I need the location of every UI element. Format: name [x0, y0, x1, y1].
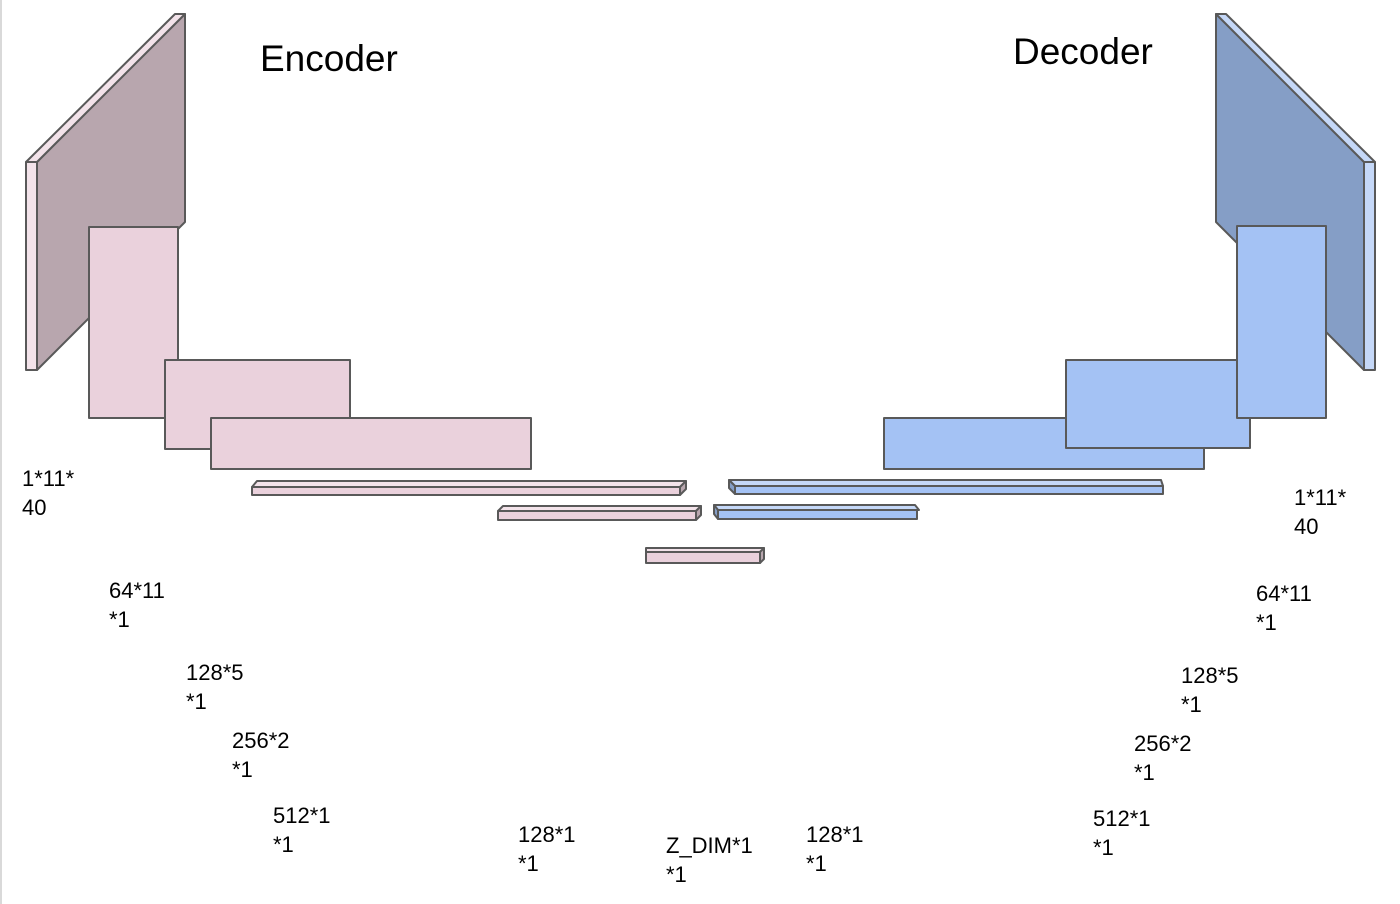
label-line1: 128*1 — [806, 822, 864, 847]
encoder-layer-input — [25, 13, 186, 371]
label-line1: 1*11* — [22, 466, 75, 491]
decoder-layer-128-front — [717, 509, 918, 520]
label-line2: *1 — [1134, 760, 1155, 785]
encoder-layer-128 — [497, 505, 702, 521]
label-line1: 64*11 — [109, 578, 165, 603]
label-line1: 128*5 — [1181, 663, 1239, 688]
encoder-layer-256x2 — [210, 417, 532, 470]
encoder-layer-512 — [251, 480, 687, 496]
decoder-layer-128 — [713, 504, 920, 520]
encoder-layer-128-front — [497, 510, 697, 521]
label-line1: 128*1 — [518, 822, 576, 847]
encoder-label-input: 1*11* 40 — [22, 464, 74, 522]
label-line2: *1 — [1256, 610, 1277, 635]
encoder-label-256x2: 256*2 *1 — [232, 726, 290, 784]
label-line2: *1 — [1093, 835, 1114, 860]
decoder-title: Decoder — [1013, 31, 1153, 72]
label-line1: 512*1 — [1093, 806, 1151, 831]
left-border — [0, 0, 2, 904]
latent-layer-zdim — [645, 547, 765, 564]
decoder-layer-64x11 — [1236, 225, 1327, 419]
label-line1: 256*2 — [232, 728, 290, 753]
decoder-layer-128x5 — [1065, 359, 1251, 449]
label-line2: 40 — [22, 495, 47, 520]
label-line1: 1*11* — [1294, 485, 1347, 510]
label-line2: *1 — [186, 689, 207, 714]
label-line1: 128*5 — [186, 660, 244, 685]
decoder-label-64x11: 64*11 *1 — [1256, 579, 1312, 637]
encoder-label-128x5: 128*5 *1 — [186, 658, 244, 716]
encoder-input-front — [25, 161, 38, 371]
label-line2: *1 — [806, 851, 827, 876]
label-line2: *1 — [109, 607, 130, 632]
decoder-label-128x5: 128*5 *1 — [1181, 661, 1239, 719]
label-line2: *1 — [232, 757, 253, 782]
encoder-label-512: 512*1 *1 — [273, 801, 331, 859]
label-line1: 256*2 — [1134, 731, 1192, 756]
latent-layer-front — [645, 551, 761, 564]
label-line2: *1 — [273, 832, 294, 857]
latent-label: Z_DIM*1 *1 — [666, 831, 753, 889]
decoder-label-256x2: 256*2 *1 — [1134, 729, 1192, 787]
label-line2: *1 — [518, 851, 539, 876]
decoder-output-front — [1363, 161, 1376, 371]
label-line1: Z_DIM*1 — [666, 833, 753, 858]
encoder-title: Encoder — [260, 38, 398, 79]
encoder-layer-64x11 — [88, 226, 179, 419]
label-line2: *1 — [666, 862, 687, 887]
decoder-layer-512 — [728, 479, 1164, 495]
label-line2: *1 — [1181, 692, 1202, 717]
encoder-label-128: 128*1 *1 — [518, 820, 576, 878]
label-line2: 40 — [1294, 514, 1319, 539]
label-line1: 512*1 — [273, 803, 331, 828]
decoder-label-512: 512*1 *1 — [1093, 804, 1151, 862]
encoder-label-64x11: 64*11 *1 — [109, 576, 165, 634]
encoder-layer-512-front — [251, 486, 681, 496]
decoder-label-output: 1*11* 40 — [1294, 483, 1346, 541]
label-line1: 64*11 — [1256, 581, 1312, 606]
decoder-label-128: 128*1 *1 — [806, 820, 864, 878]
decoder-layer-512-front — [734, 485, 1164, 495]
